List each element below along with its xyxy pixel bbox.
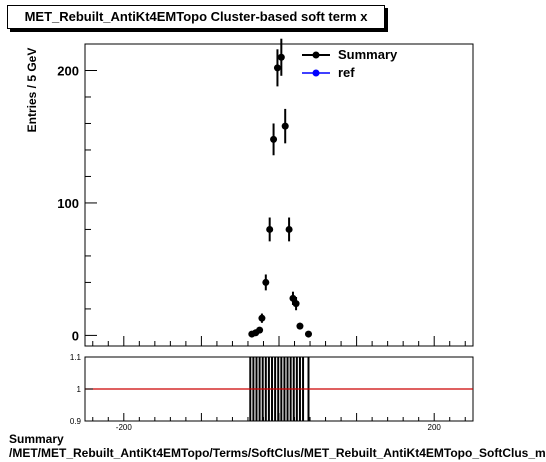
legend-summary-marker [312, 51, 320, 59]
data-point [296, 322, 304, 330]
main-axis-ticks: 0 100 200 [57, 43, 466, 346]
data-marker [273, 64, 281, 72]
legend: Summary ref [302, 47, 398, 80]
y-axis-label: Entries / 5 GeV [25, 48, 39, 133]
chart-title-box: MET_Rebuilt_AntiKt4EMTopo Cluster-based … [7, 5, 385, 29]
data-marker [258, 314, 266, 322]
chart-title: MET_Rebuilt_AntiKt4EMTopo Cluster-based … [24, 9, 368, 24]
data-point [304, 330, 312, 338]
legend-summary-label: Summary [338, 47, 398, 62]
data-point [285, 217, 293, 242]
data-marker [304, 330, 312, 338]
data-marker [277, 53, 285, 61]
data-point [277, 38, 285, 76]
data-point [281, 108, 289, 144]
legend-ref-marker [312, 69, 320, 77]
y-tick-label: 200 [57, 63, 79, 78]
data-point [262, 274, 270, 291]
ratio-bars [85, 357, 473, 421]
data-marker [262, 278, 270, 286]
data-point [266, 217, 274, 242]
data-point [292, 296, 300, 311]
y-tick-label: 0 [72, 328, 79, 343]
data-marker [270, 135, 278, 143]
data-marker [296, 322, 304, 330]
y-tick-label: 100 [57, 196, 79, 211]
data-marker [289, 294, 297, 302]
footer-summary-label: Summary [9, 432, 64, 446]
ratio-x-tick-label: 200 [428, 423, 442, 432]
ratio-axis-ticks: 0.9 1 1.1 -200 200 [70, 353, 466, 432]
ratio-y-tick-label: 0.9 [70, 417, 82, 426]
data-marker [266, 225, 274, 233]
ratio-y-tick-label: 1 [77, 385, 82, 394]
data-marker [281, 122, 289, 130]
main-frame [84, 43, 474, 347]
legend-ref-label: ref [338, 65, 355, 80]
data-point [256, 326, 264, 334]
ratio-x-tick-label: -200 [116, 423, 133, 432]
data-marker [285, 225, 293, 233]
data-point [270, 123, 278, 156]
data-point [273, 49, 281, 87]
footer-histogram-path: /MET/MET_Rebuilt_AntiKt4EMTopo/Terms/Sof… [9, 446, 546, 460]
data-marker [292, 300, 300, 308]
summary-series [248, 38, 312, 338]
ratio-y-tick-label: 1.1 [70, 353, 82, 362]
data-point [258, 313, 266, 323]
data-marker [256, 326, 264, 334]
main-plot-frame [84, 43, 474, 347]
